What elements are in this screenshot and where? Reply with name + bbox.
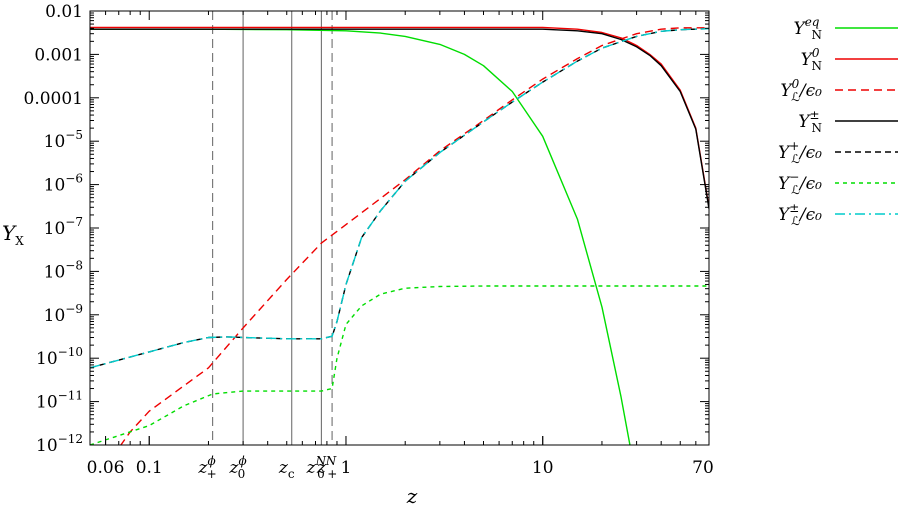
- x-tick-label: 10: [532, 458, 554, 478]
- y-axis-title: YX: [2, 221, 24, 248]
- legend-entry-YN_eq: Yeq N: [793, 15, 898, 42]
- marker-label-z_0_N: zN 0: [306, 454, 327, 481]
- series-line-YN_0: [90, 26, 709, 208]
- series-line-YL0_eps: [120, 27, 709, 445]
- x-axis-title: z: [406, 484, 418, 508]
- legend-label: Y± N: [798, 108, 822, 135]
- series-line-YLp_eps: [90, 28, 709, 369]
- legend-label: Yeq N: [793, 15, 822, 42]
- series-line-YLm_eps: [90, 285, 709, 445]
- legend-label: Y0 N: [801, 46, 822, 73]
- legend-label: Y− ℒ/ϵ₀: [778, 170, 822, 197]
- legend-entry-YN_0: Y0 N: [801, 46, 898, 73]
- y-tick-label: 10−10: [36, 345, 83, 369]
- plot-frame: [89, 10, 710, 446]
- y-tick-label: 10−12: [36, 432, 83, 456]
- x-tick-label: 0.06: [87, 458, 125, 478]
- x-tick-label: 70: [692, 458, 714, 478]
- y-tick-label: 10−9: [44, 302, 83, 326]
- legend-entry-YL0_eps: Y0 ℒ/ϵ₀: [780, 77, 898, 104]
- legend: Yeq N Y0 N Y0 ℒ/ϵ₀ Y± N Y+ ℒ/ϵ₀ Y− ℒ/ϵ₀ Y± ℒ/ϵ₀: [778, 15, 898, 228]
- y-tick-label: 10−7: [44, 215, 83, 239]
- axis-tick-labels: 0.01 0.001 0.0001 10−5 10−6 10−7 10−8 10−9 10−10…: [24, 2, 714, 478]
- series-line-YN_pm: [90, 28, 709, 209]
- y-tick-label: 10−8: [44, 258, 83, 282]
- y-tick-label: 10−5: [44, 128, 83, 152]
- y-tick-label: 0.001: [34, 45, 83, 65]
- marker-labels: zϕ + zϕ 0 zc zN 0zN +: [198, 454, 338, 481]
- legend-label: Y+ ℒ/ϵ₀: [778, 139, 822, 166]
- marker-label-z_plus_N: zN +: [316, 454, 338, 481]
- x-tick-label: 0.1: [136, 458, 163, 478]
- marker-label-z_c: zc: [278, 458, 295, 481]
- y-tick-label: 10−6: [44, 172, 83, 196]
- legend-label: Y± ℒ/ϵ₀: [778, 201, 822, 228]
- x-tick-label: 1: [341, 458, 352, 478]
- legend-entry-YLp_eps: Y+ ℒ/ϵ₀: [778, 139, 898, 166]
- legend-entry-YLpm_eps: Y± ℒ/ϵ₀: [778, 201, 898, 228]
- marker-label-z_0_phi: zϕ 0: [229, 454, 247, 481]
- y-tick-label: 0.0001: [24, 89, 83, 109]
- legend-entry-YN_pm: Y± N: [798, 108, 898, 135]
- marker-label-z_plus_phi: zϕ +: [198, 454, 217, 481]
- legend-entry-YLm_eps: Y− ℒ/ϵ₀: [778, 170, 898, 197]
- series-lines: [90, 26, 709, 445]
- axis-ticks: [90, 10, 710, 446]
- y-tick-label: 10−11: [36, 389, 83, 413]
- marker-lines: [212, 11, 333, 445]
- series-line-YLpm_eps: [90, 28, 709, 369]
- legend-label: Y0 ℒ/ϵ₀: [780, 77, 822, 104]
- y-tick-label: 0.01: [45, 2, 83, 22]
